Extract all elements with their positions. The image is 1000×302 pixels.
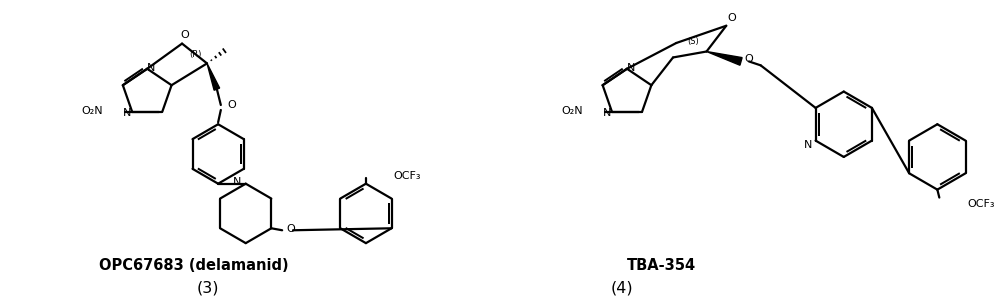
Text: N: N <box>804 140 812 149</box>
Text: N: N <box>123 108 131 118</box>
Text: (S): (S) <box>687 37 699 46</box>
Text: O: O <box>227 100 236 110</box>
Polygon shape <box>207 63 220 90</box>
Text: O: O <box>181 30 189 40</box>
Text: (4): (4) <box>611 280 633 295</box>
Text: N: N <box>147 63 155 73</box>
Text: (R): (R) <box>189 50 201 59</box>
Polygon shape <box>707 52 742 65</box>
Text: OCF₃: OCF₃ <box>967 198 994 208</box>
Text: OPC67683 (delamanid): OPC67683 (delamanid) <box>99 259 288 273</box>
Text: N: N <box>627 63 635 73</box>
Text: O: O <box>728 13 737 23</box>
Text: O: O <box>287 224 295 234</box>
Text: (3): (3) <box>197 280 220 295</box>
Text: OCF₃: OCF₃ <box>394 171 421 181</box>
Text: O: O <box>745 54 753 64</box>
Text: O₂N: O₂N <box>561 106 583 116</box>
Text: N: N <box>233 177 241 187</box>
Text: TBA-354: TBA-354 <box>627 259 696 273</box>
Text: N: N <box>603 108 611 118</box>
Text: O₂N: O₂N <box>82 106 103 116</box>
